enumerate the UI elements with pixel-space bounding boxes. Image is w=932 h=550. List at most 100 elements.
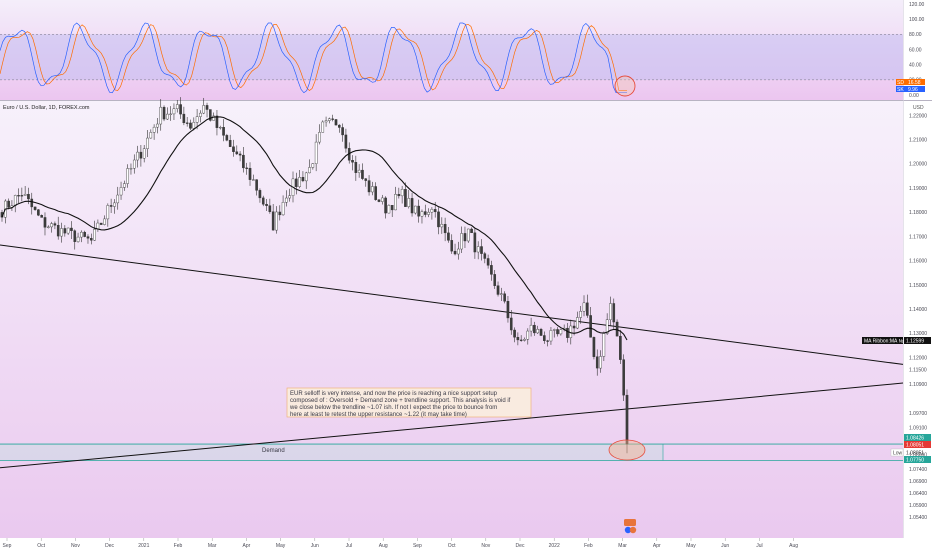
candle-body (420, 211, 424, 217)
candle-body (410, 198, 414, 214)
price-y-tick: 1.09700 (909, 411, 927, 417)
sd-tag-name-bg (896, 79, 906, 85)
candle-body (202, 105, 206, 114)
candle-body (228, 140, 232, 147)
candle-body (602, 333, 606, 357)
candle-body (344, 134, 348, 149)
candle-body (311, 163, 315, 168)
candle-body (450, 240, 454, 252)
candle-body (261, 197, 265, 205)
candle-body (559, 329, 563, 335)
candle-body (579, 311, 583, 318)
candle-body (119, 187, 123, 196)
x-tick-label: May (276, 543, 286, 549)
candle-body (248, 167, 252, 180)
candle-body (106, 205, 110, 220)
x-tick-label: 2022 (549, 543, 560, 549)
candle-body (605, 319, 609, 334)
sk-tag-value: 9.96 (908, 87, 918, 93)
x-tick-label: May (686, 543, 696, 549)
ma-tag: MA Ribbon:MA №1 1.12599 (862, 337, 931, 345)
candle-body (53, 223, 57, 226)
candle-body (80, 231, 83, 238)
x-tick-label: Dec (516, 543, 525, 549)
candle-body (37, 209, 40, 216)
candle-body (539, 328, 543, 336)
trendline-1 (0, 382, 904, 469)
event-dot-icon[interactable] (624, 526, 632, 534)
stoch-sk-line (0, 22, 627, 94)
stoch-y-tick: 80.00 (909, 32, 922, 38)
candle-body (123, 183, 126, 188)
candle-body (281, 202, 285, 216)
candle-body (268, 205, 272, 212)
candle-body (27, 193, 30, 200)
candle-body (576, 317, 579, 329)
candle-body (242, 154, 245, 169)
candle-body (126, 168, 129, 184)
candle-body (380, 197, 384, 202)
candle-body (367, 180, 371, 193)
candle-body (503, 293, 506, 302)
candle-body (103, 218, 106, 225)
candle-body (245, 167, 249, 169)
candle-body (324, 120, 328, 123)
stoch-y-tick: 120.00 (909, 2, 925, 8)
candle-body (463, 233, 467, 242)
candle-body (238, 153, 242, 156)
flag-icon[interactable] (624, 519, 636, 526)
candle-body (142, 148, 146, 159)
candle-body (50, 223, 53, 228)
candle-body (33, 206, 37, 210)
candle-body (619, 335, 622, 360)
candle-body (364, 178, 368, 181)
sk-tag-value-bg (906, 86, 925, 92)
candle-body (589, 315, 592, 338)
low-highlight-ellipse (608, 439, 646, 461)
candle-body (569, 325, 573, 338)
x-tick-label: Jun (311, 543, 319, 549)
candle-body (46, 226, 50, 228)
candle-body (423, 211, 427, 215)
price-y-tick: 1.21000 (909, 138, 927, 144)
candle-body (586, 302, 589, 316)
candle-body (318, 132, 321, 143)
candle-body (195, 116, 199, 123)
candle-body (417, 205, 420, 217)
candle-body (612, 303, 616, 323)
x-tick-label: Mar (208, 543, 217, 549)
candle-body (189, 122, 192, 129)
candle-body (149, 132, 153, 139)
x-tick-label: Jun (721, 543, 729, 549)
candle-body (509, 317, 513, 331)
event-dot-icon-2[interactable] (629, 526, 637, 534)
candle-body (414, 205, 417, 214)
sk-tag-name: SK (897, 87, 904, 93)
candle-body (93, 229, 96, 241)
stoch-y-tick: 40.00 (909, 62, 922, 68)
candle-body (89, 238, 93, 241)
x-tick-label: 2021 (138, 543, 149, 549)
candle-body (476, 246, 480, 253)
candle-body (374, 186, 377, 200)
price-y-tick: 1.08000 (909, 452, 927, 458)
economic-event-icons[interactable] (624, 519, 637, 534)
candle-body (139, 151, 143, 159)
candle-body (258, 190, 262, 199)
x-tick-label: Jul (756, 543, 762, 549)
candle-body (159, 106, 163, 125)
candle-body (156, 123, 159, 128)
candle-body (17, 195, 20, 197)
candle-body (549, 330, 553, 342)
candle-body (205, 105, 209, 110)
candle-body (218, 127, 222, 129)
candle-body (407, 198, 411, 207)
candle-body (275, 211, 278, 231)
candle-body (437, 211, 440, 228)
price-panel-bg (0, 101, 903, 538)
current-price-tag (904, 441, 931, 448)
candle-body (609, 303, 612, 320)
candle-body (83, 231, 86, 237)
candle-body (232, 146, 235, 152)
candle-body (493, 274, 497, 286)
